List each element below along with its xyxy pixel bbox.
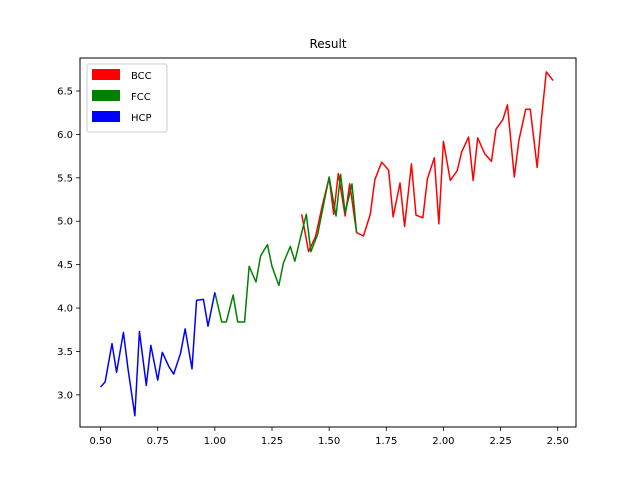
x-tick-label: 0.50: [89, 436, 111, 447]
x-tick-label: 1.50: [318, 436, 340, 447]
y-tick-label: 4.0: [57, 304, 73, 315]
plot-frame: [79, 57, 577, 428]
legend-label-bcc: BCC: [131, 71, 152, 82]
x-tick-label: 2.50: [547, 436, 569, 447]
legend-swatch-fcc: [92, 90, 120, 101]
x-tick-label: 1.00: [204, 436, 226, 447]
x-axis: 0.50 0.75 1.00 1.25 1.50 1.75 2.00 2.25 2.50: [89, 427, 569, 447]
y-tick-label: 4.5: [57, 260, 73, 271]
x-tick-label: 2.25: [489, 436, 511, 447]
x-tick-label: 1.75: [375, 436, 397, 447]
y-tick-label: 6.0: [57, 130, 73, 141]
series-line-fcc: [214, 173, 358, 323]
y-tick-label: 3.0: [57, 390, 73, 401]
legend-swatch-bcc: [92, 69, 120, 80]
y-tick-label: 3.5: [57, 347, 73, 358]
series-layer: [100, 71, 554, 417]
legend: BCC FCC HCP: [86, 63, 168, 133]
chart-title: Result: [309, 37, 346, 51]
y-tick-label: 5.5: [57, 173, 73, 184]
y-tick-label: 6.5: [57, 86, 73, 97]
y-tick-label: 5.0: [57, 217, 73, 228]
x-tick-label: 2.00: [432, 436, 454, 447]
legend-swatch-hcp: [92, 111, 120, 122]
plot-area: [79, 57, 577, 428]
legend-label-hcp: HCP: [131, 113, 152, 124]
legend-label-fcc: FCC: [131, 92, 151, 103]
x-tick-label: 0.75: [147, 436, 169, 447]
y-axis: 3.0 3.5 4.0 4.5 5.0 5.5 6.0 6.5: [57, 86, 80, 401]
x-tick-label: 1.25: [261, 436, 283, 447]
